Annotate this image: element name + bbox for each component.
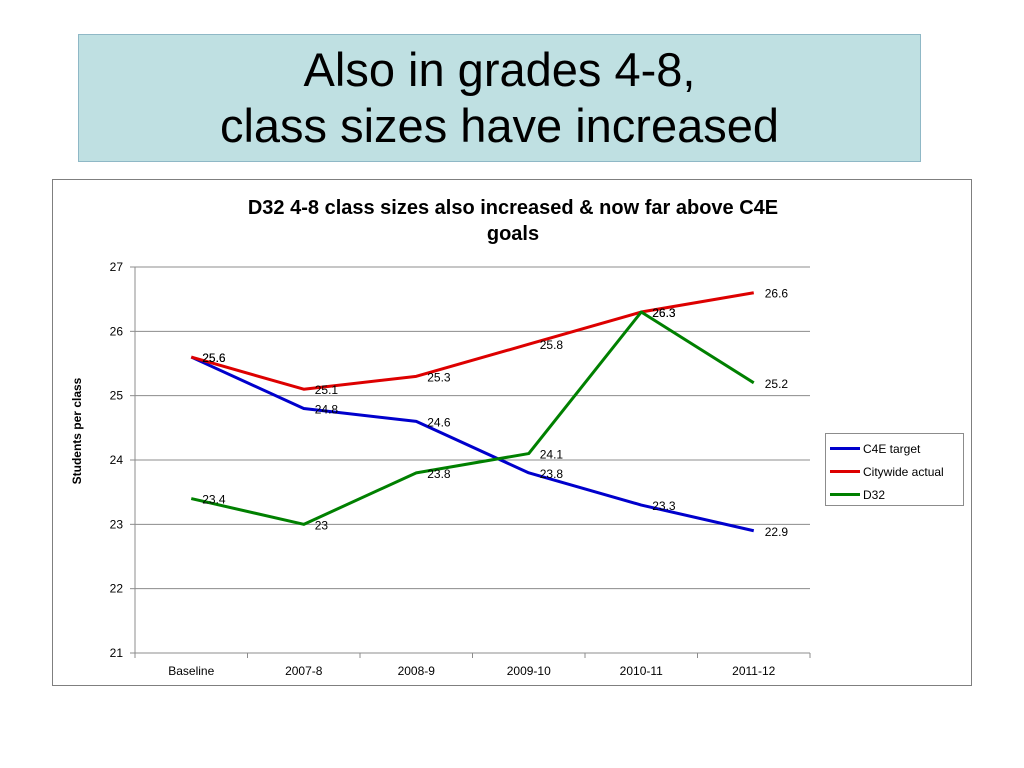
chart-area: D32 4-8 class sizes also increased & now…: [52, 179, 972, 686]
data-label-s1-3: 25.8: [540, 338, 564, 352]
data-label-s0-3: 23.8: [540, 467, 564, 481]
data-label-s2-0: 23.4: [202, 493, 226, 507]
chart-title-line-1: D32 4-8 class sizes also increased & now…: [247, 197, 779, 219]
y-tick-label-4: 25: [110, 389, 124, 403]
x-tick-label-4: 2010-11: [620, 664, 663, 678]
x-tick-label-0: Baseline: [168, 664, 214, 678]
legend-swatch-1: [830, 470, 860, 473]
chart-legend: C4E target Citywide actual D32: [825, 433, 964, 506]
line-chart-plot: 21 22 23 24 25 26 27 Baseline 2007-8 2008-9 2009-1…: [110, 260, 811, 678]
data-label-s2-4: 26.3: [652, 306, 676, 320]
x-tick-label-1: 2007-8: [285, 664, 323, 678]
data-label-s1-5: 26.6: [765, 287, 789, 301]
legend-item-0: C4E target: [830, 437, 963, 460]
y-tick-label-0: 21: [110, 646, 124, 660]
slide-title-box: Also in grades 4-8, class sizes have inc…: [78, 34, 921, 162]
legend-label-0: C4E target: [863, 441, 921, 456]
x-tick-label-5: 2011-12: [732, 664, 775, 678]
data-label-s0-2: 24.6: [427, 415, 451, 429]
slide-title-line-1: Also in grades 4-8,: [303, 43, 696, 96]
series-line-1: [190, 291, 755, 391]
data-label-s1-2: 25.3: [427, 370, 451, 384]
data-label-s0-1: 24.8: [315, 403, 339, 417]
series-line-0: [190, 355, 755, 533]
data-label-s1-0: 25.6: [202, 351, 226, 365]
chart-title: D32 4-8 class sizes also increased & now…: [153, 195, 873, 247]
y-tick-label-2: 23: [110, 517, 124, 531]
data-label-s2-5: 25.2: [765, 377, 789, 391]
legend-item-1: Citywide actual: [830, 460, 963, 483]
y-tick-label-3: 24: [110, 453, 124, 467]
data-label-s0-5: 22.9: [765, 525, 789, 539]
y-tick-label-1: 22: [110, 582, 124, 596]
legend-label-1: Citywide actual: [863, 464, 944, 479]
y-tick-label-6: 27: [110, 260, 124, 274]
x-tick-label-2: 2008-9: [398, 664, 436, 678]
data-label-s0-4: 23.3: [652, 499, 676, 513]
slide-title-line-2: class sizes have increased: [219, 99, 780, 152]
data-label-s0-0: 25.6: [202, 351, 226, 365]
legend-label-2: D32: [863, 487, 886, 502]
x-tick-label-3: 2009-10: [507, 664, 551, 678]
y-tick-label-5: 26: [110, 324, 124, 338]
chart-title-line-2: goals: [486, 223, 540, 245]
series-line-2: [190, 310, 755, 526]
legend-swatch-0: [830, 447, 860, 450]
legend-item-2: D32: [830, 483, 963, 506]
data-label-s1-4: 26.3: [652, 306, 676, 320]
data-label-s1-1: 25.1: [315, 383, 339, 397]
data-label-s2-1: 23: [315, 518, 329, 532]
data-label-s2-2: 23.8: [427, 467, 451, 481]
legend-swatch-2: [830, 493, 860, 496]
data-label-s2-3: 24.1: [540, 448, 564, 462]
